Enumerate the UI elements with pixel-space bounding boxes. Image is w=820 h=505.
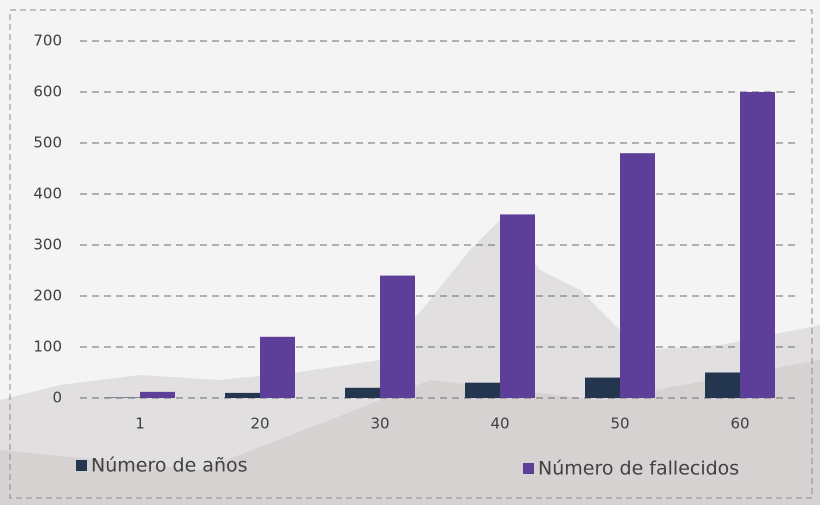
y-tick-label: 200: [33, 287, 62, 305]
bar: [380, 275, 415, 398]
y-tick-label: 600: [33, 83, 62, 101]
bar: [620, 153, 655, 398]
y-tick-label: 300: [33, 236, 62, 254]
legend-label: Número de fallecidos: [538, 458, 739, 480]
x-tick-label: 40: [490, 415, 509, 433]
bar: [740, 92, 775, 398]
bar: [140, 391, 175, 398]
legend-swatch: [76, 460, 87, 471]
y-tick-label: 0: [52, 389, 62, 407]
bar: [465, 382, 500, 398]
bar: [260, 336, 295, 398]
bar: [500, 214, 535, 398]
y-tick-label: 500: [33, 134, 62, 152]
y-tick-label: 700: [33, 32, 62, 50]
x-tick-label: 50: [610, 415, 629, 433]
bar: [705, 372, 740, 398]
legend-label: Número de años: [91, 455, 248, 477]
bar: [105, 397, 140, 398]
y-tick-label: 400: [33, 185, 62, 203]
x-tick-label: 30: [370, 415, 389, 433]
x-tick-label: 20: [250, 415, 269, 433]
chart-border: [9, 9, 813, 499]
x-tick-label: 1: [135, 415, 145, 433]
bar: [345, 387, 380, 398]
legend-swatch: [523, 463, 534, 474]
background-decoration: [0, 360, 820, 505]
x-tick-label: 60: [730, 415, 749, 433]
y-tick-label: 100: [33, 338, 62, 356]
bar: [225, 392, 260, 398]
bar: [585, 377, 620, 398]
